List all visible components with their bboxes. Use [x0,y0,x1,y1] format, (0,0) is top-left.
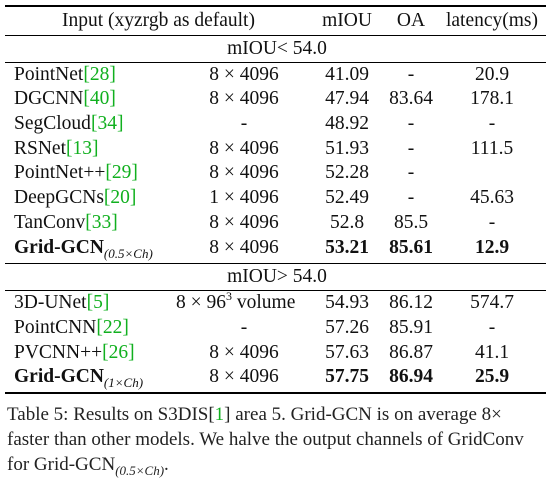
input-size: - [240,113,248,134]
input-size: 8 × 4096 [209,237,279,258]
top-rule [5,5,546,7]
miou-value: 52.49 [325,187,369,208]
oa-value: 86.87 [389,342,433,363]
header-input: Input (xyzrgb as default) [62,10,255,31]
miou-value: 57.63 [325,342,369,363]
miou-value: 52.8 [329,212,365,233]
oa-value: 85.91 [389,317,433,338]
method-name: Grid-GCN(0.5×Ch) [14,237,153,261]
latency-value: - [488,317,496,338]
oa-value: 85.61 [389,237,433,258]
input-size: 8 × 4096 [209,138,279,159]
miou-value: 48.92 [325,113,369,134]
header-latency: latency(ms) [445,10,539,31]
oa-value: 86.94 [389,366,433,387]
oa-value: - [407,162,415,183]
miou-value: 53.21 [325,237,369,258]
method-name: DGCNN[40] [14,88,116,109]
section-rule-high-top [5,263,546,264]
method-name: PointNet++[29] [14,162,138,183]
section-rule-low [5,62,546,63]
table-caption: Table 5: Results on S3DIS[1] area 5. Gri… [7,404,524,478]
latency-value: 574.7 [470,292,514,313]
miou-value: 47.94 [325,88,369,109]
section-title-low: mIOU< 54.0 [227,38,327,59]
miou-value: 51.93 [325,138,369,159]
latency-value: 20.9 [474,64,510,85]
method-name: PointCNN[22] [14,317,129,338]
header-oa: OA [396,10,426,31]
input-size: 8 × 4096 [209,162,279,183]
oa-value: 85.5 [393,212,429,233]
latency-value: 41.1 [474,342,510,363]
header-rule [5,35,546,36]
miou-value: 57.75 [325,366,369,387]
input-size: 8 × 4096 [209,64,279,85]
miou-value: 52.28 [325,162,369,183]
miou-value: 57.26 [325,317,369,338]
oa-value: - [407,138,415,159]
section-title-high: mIOU> 54.0 [227,266,327,287]
method-name: PointNet[28] [14,64,116,85]
section-rule-high [5,290,546,291]
bottom-rule [5,392,546,394]
oa-value: - [407,64,415,85]
input-size: 8 × 963 volume [176,289,296,313]
input-size: 1 × 4096 [209,187,279,208]
oa-value: - [407,187,415,208]
method-name: PVCNN++[26] [14,342,135,363]
latency-value: - [488,113,496,134]
header-miou: mIOU [322,10,372,31]
method-name: DeepGCNs[20] [14,187,137,208]
method-name: Grid-GCN(1×Ch) [14,366,144,390]
miou-value: 41.09 [325,64,369,85]
latency-value: 178.1 [470,88,514,109]
method-name: SegCloud[34] [14,113,124,134]
method-name: 3D-UNet[5] [14,292,110,313]
input-size: 8 × 4096 [209,88,279,109]
latency-value: 45.63 [470,187,514,208]
oa-value: 86.12 [389,292,433,313]
method-name: RSNet[13] [14,138,99,159]
oa-value: - [407,113,415,134]
latency-value: 111.5 [470,138,514,159]
latency-value: 25.9 [474,366,510,387]
input-size: - [240,317,248,338]
oa-value: 83.64 [389,88,433,109]
input-size: 8 × 4096 [209,212,279,233]
input-size: 8 × 4096 [209,366,279,387]
latency-value: 12.9 [474,237,510,258]
method-name: TanConv[33] [14,212,118,233]
miou-value: 54.93 [325,292,369,313]
latency-value: - [488,212,496,233]
input-size: 8 × 4096 [209,342,279,363]
